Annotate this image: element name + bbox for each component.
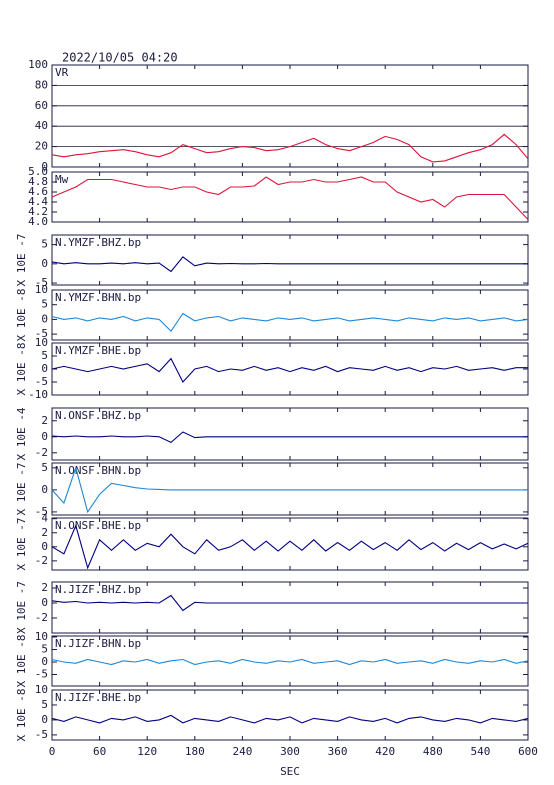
- y-tick-label: 0: [41, 540, 48, 553]
- trace: [51, 594, 528, 612]
- panel-label: Mw: [55, 173, 69, 186]
- panel-label: N.JIZF.BHE.bp: [55, 691, 141, 704]
- x-tick-label: 60: [93, 745, 106, 758]
- y-tick-label: -2: [35, 554, 48, 567]
- panel-label: N.YMZF.BHZ.bp: [55, 236, 141, 249]
- y-tick-label: 4.4: [28, 195, 48, 208]
- y-tick-label: 4.0: [28, 215, 48, 228]
- panel-label: N.JIZF.BHN.bp: [55, 637, 141, 650]
- y-tick-label: 0: [41, 596, 48, 609]
- y-tick-label: 0: [41, 430, 48, 443]
- trace: [51, 658, 529, 666]
- y-tick-label: 0: [41, 312, 48, 325]
- y-tick-label: 2: [41, 526, 48, 539]
- y-tick-label: 4.8: [28, 175, 48, 188]
- x-tick-label: 540: [470, 745, 490, 758]
- y-tick-label: -5: [35, 327, 48, 340]
- x-tick-label: 240: [232, 745, 252, 758]
- x-tick-label: 420: [375, 745, 395, 758]
- y-tick-label: -2: [35, 611, 48, 624]
- panel-label: N.YMZF.BHE.bp: [55, 344, 141, 357]
- y-tick-label: 0: [41, 362, 48, 375]
- x-axis-label: SEC: [280, 765, 300, 778]
- y-tick-label: -5: [35, 728, 48, 741]
- trace: [51, 524, 529, 570]
- panel-label: N.ONSF.BHN.bp: [55, 464, 141, 477]
- y-axis-label: X 10E -7: [15, 581, 28, 634]
- y-tick-label: 100: [28, 58, 48, 71]
- y-tick-label: 0: [41, 655, 48, 668]
- y-tick-label: 5: [41, 698, 48, 711]
- trace: [51, 357, 528, 383]
- y-axis-label: X 10E -8: [15, 289, 28, 342]
- y-tick-label: -5: [35, 668, 48, 681]
- panel-label: VR: [55, 66, 69, 79]
- panel-label: N.YMZF.BHN.bp: [55, 291, 141, 304]
- y-axis-label: X 10E -7: [15, 234, 28, 287]
- trace: [51, 176, 529, 220]
- panel-frame: [51, 64, 529, 168]
- y-tick-label: -5: [35, 505, 48, 518]
- y-tick-label: -2: [35, 446, 48, 459]
- x-tick-label: 180: [185, 745, 205, 758]
- y-tick-label: 2: [41, 414, 48, 427]
- trace: [51, 431, 528, 444]
- x-tick-label: 600: [518, 745, 538, 758]
- trace: [51, 312, 529, 333]
- y-tick-label: 10: [35, 336, 48, 349]
- panel-label: N.JIZF.BHZ.bp: [55, 583, 141, 596]
- y-tick-label: -5: [35, 375, 48, 388]
- trace: [51, 256, 528, 273]
- panel-label: N.ONSF.BHE.bp: [55, 519, 141, 532]
- y-tick-label: -10: [28, 388, 48, 401]
- y-tick-label: 2: [41, 581, 48, 594]
- y-axis-label: X 10E -8: [15, 635, 28, 688]
- y-axis-label: X 10E -4: [15, 407, 28, 460]
- x-tick-label: 120: [137, 745, 157, 758]
- y-tick-label: 40: [35, 119, 48, 132]
- y-axis-label: X 10E -8: [15, 689, 28, 742]
- y-tick-label: 5.0: [28, 165, 48, 178]
- x-tick-label: 0: [49, 745, 56, 758]
- timestamp: 2022/10/05 04:20: [62, 51, 178, 65]
- x-tick-label: 360: [328, 745, 348, 758]
- y-tick-label: -5: [35, 276, 48, 289]
- trace: [51, 465, 528, 514]
- y-tick-label: 5: [41, 238, 48, 251]
- y-tick-label: 5: [41, 349, 48, 362]
- trace: [51, 714, 529, 724]
- y-tick-label: 0: [41, 257, 48, 270]
- y-tick-label: 5: [41, 643, 48, 656]
- y-tick-label: 0: [41, 483, 48, 496]
- y-tick-label: 10: [35, 683, 48, 696]
- y-axis-label: X 10E -7: [15, 463, 28, 516]
- y-axis-label: X 10E -7: [15, 518, 28, 571]
- trace: [51, 133, 529, 163]
- y-tick-label: 0: [41, 713, 48, 726]
- y-tick-label: 60: [35, 99, 48, 112]
- x-tick-label: 480: [423, 745, 443, 758]
- y-tick-label: 20: [35, 140, 48, 153]
- y-tick-label: 5: [41, 298, 48, 311]
- y-tick-label: 80: [35, 78, 48, 91]
- y-tick-label: 10: [35, 283, 48, 296]
- y-tick-label: 0: [41, 160, 48, 173]
- panel-label: N.ONSF.BHZ.bp: [55, 409, 141, 422]
- x-tick-label: 300: [280, 745, 300, 758]
- y-tick-label: 4.2: [28, 205, 48, 218]
- y-tick-label: 5: [41, 461, 48, 474]
- y-tick-label: 10: [35, 630, 48, 643]
- y-tick-label: 4: [41, 512, 48, 525]
- y-tick-label: 4.6: [28, 185, 48, 198]
- y-axis-label: X 10E -8: [15, 343, 28, 396]
